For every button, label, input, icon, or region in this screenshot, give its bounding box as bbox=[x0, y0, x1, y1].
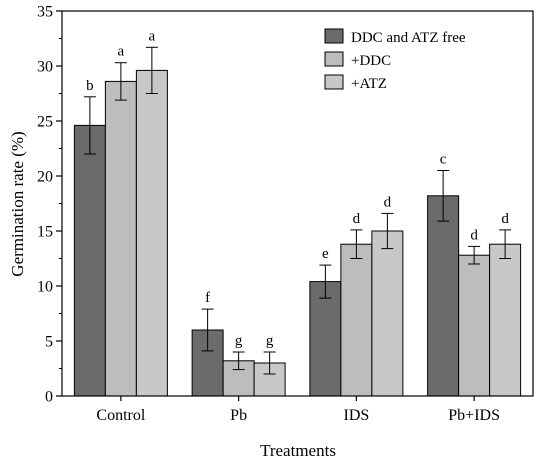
bar bbox=[73, 124, 106, 397]
bar bbox=[135, 69, 168, 397]
y-tick-label: 30 bbox=[37, 59, 53, 76]
bar bbox=[104, 80, 137, 397]
significance-letter: g bbox=[266, 333, 274, 349]
legend-swatch-2 bbox=[324, 74, 344, 90]
y-tick-label: 35 bbox=[37, 4, 53, 21]
y-tick-label: 5 bbox=[45, 334, 53, 351]
x-tick-label: Pb bbox=[230, 407, 247, 424]
significance-letter: d bbox=[470, 227, 478, 243]
significance-letter: d bbox=[384, 194, 392, 210]
y-axis-label: Germination rate (%) bbox=[8, 131, 27, 276]
bar bbox=[458, 254, 491, 397]
significance-letter: a bbox=[118, 44, 125, 60]
legend-label-2: +ATZ bbox=[351, 76, 387, 92]
y-tick-label: 0 bbox=[45, 389, 53, 406]
legend-swatch-0 bbox=[324, 28, 344, 44]
significance-letter: c bbox=[440, 152, 447, 168]
y-tick-label: 15 bbox=[37, 224, 53, 241]
y-tick-label: 10 bbox=[37, 279, 53, 296]
significance-letter: g bbox=[235, 333, 243, 349]
significance-letter: a bbox=[149, 28, 156, 44]
bar bbox=[309, 281, 342, 397]
bar bbox=[340, 243, 373, 397]
legend-label-0: DDC and ATZ free bbox=[351, 30, 466, 46]
significance-letter: e bbox=[322, 246, 329, 262]
plot-frame bbox=[61, 10, 534, 397]
x-tick-label: Pb+IDS bbox=[448, 407, 500, 424]
significance-letter: b bbox=[86, 78, 94, 94]
y-tick-label: 20 bbox=[37, 169, 53, 186]
bar bbox=[371, 230, 404, 397]
y-tick-label: 25 bbox=[37, 114, 53, 131]
legend-swatch-1 bbox=[324, 51, 344, 67]
significance-letter: d bbox=[501, 211, 509, 227]
bar bbox=[489, 243, 522, 397]
significance-letter: d bbox=[353, 211, 361, 227]
legend-label-1: +DDC bbox=[351, 53, 391, 69]
bar bbox=[427, 195, 460, 397]
x-tick-label: IDS bbox=[343, 407, 369, 424]
x-tick-label: Control bbox=[96, 407, 145, 424]
significance-letter: f bbox=[205, 290, 210, 306]
legend: DDC and ATZ free +DDC +ATZ bbox=[324, 28, 466, 92]
x-axis-label: Treatments bbox=[260, 441, 336, 460]
